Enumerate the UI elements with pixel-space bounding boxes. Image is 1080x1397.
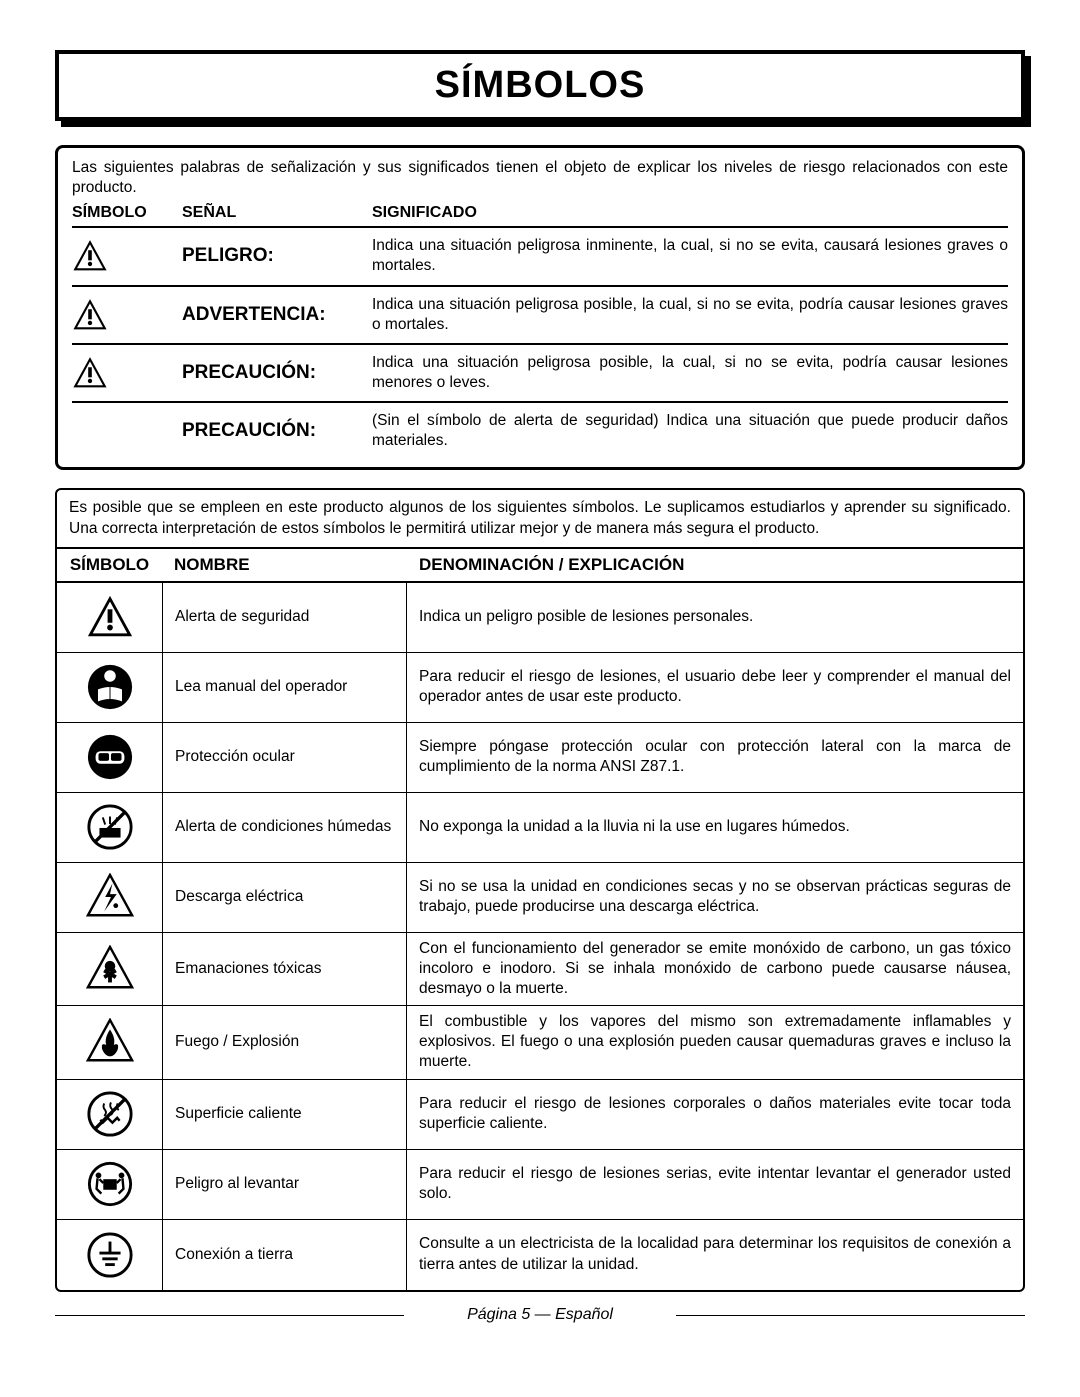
- symbols-header-name: NOMBRE: [162, 549, 407, 581]
- signal-header-signal: SEÑAL: [182, 204, 372, 222]
- symbol-row-name: Emanaciones tóxicas: [162, 933, 407, 1005]
- signal-row: PRECAUCIÓN: Indica una situación peligro…: [72, 345, 1008, 403]
- symbol-row-desc: Para reducir el riesgo de lesiones, el u…: [407, 653, 1023, 722]
- symbol-row-name: Protección ocular: [162, 723, 407, 792]
- signal-row: PRECAUCIÓN: (Sin el símbolo de alerta de…: [72, 403, 1008, 459]
- symbol-row-desc: Consulte a un electricista de la localid…: [407, 1220, 1023, 1290]
- symbol-row: Protección ocular Siempre póngase protec…: [57, 723, 1023, 793]
- signal-row: ADVERTENCIA: Indica una situación peligr…: [72, 287, 1008, 345]
- lifting-hazard-icon: [86, 1160, 134, 1208]
- symbols-header-row: SÍMBOLO NOMBRE DENOMINACIÓN / EXPLICACIÓ…: [57, 547, 1023, 583]
- symbol-row-icon: [57, 867, 162, 927]
- wet-conditions-icon: [86, 803, 134, 851]
- signal-row-meaning: Indica una situación peligrosa inminente…: [372, 236, 1008, 276]
- symbol-row-name: Fuego / Explosión: [162, 1006, 407, 1078]
- fire-icon: [86, 1018, 134, 1066]
- symbol-row-name: Lea manual del operador: [162, 653, 407, 722]
- symbol-row-icon: [57, 587, 162, 647]
- signal-header-meaning: SIGNIFICADO: [372, 204, 1008, 222]
- symbol-row-desc: Indica un peligro posible de lesiones pe…: [407, 583, 1023, 652]
- symbol-row-name: Superficie caliente: [162, 1080, 407, 1149]
- page-title: SÍMBOLOS: [59, 64, 1021, 107]
- symbols-header-desc: DENOMINACIÓN / EXPLICACIÓN: [407, 549, 1023, 581]
- symbol-row-icon: [57, 1225, 162, 1285]
- signal-row-label: PRECAUCIÓN:: [182, 362, 372, 384]
- eye-protection-icon: [86, 733, 134, 781]
- electric-shock-icon: [86, 873, 134, 921]
- symbol-row-icon: [57, 1154, 162, 1214]
- symbol-row-desc: Para reducir el riesgo de lesiones seria…: [407, 1150, 1023, 1219]
- symbol-row: Alerta de condiciones húmedas No exponga…: [57, 793, 1023, 863]
- symbol-row: Descarga eléctrica Si no se usa la unida…: [57, 863, 1023, 933]
- signal-row-meaning: Indica una situación peligrosa posible, …: [372, 295, 1008, 335]
- symbol-row-desc: El combustible y los vapores del mismo s…: [407, 1006, 1023, 1078]
- signal-row-label: ADVERTENCIA:: [182, 304, 372, 326]
- toxic-fumes-icon: [86, 945, 134, 993]
- symbol-row: Lea manual del operador Para reducir el …: [57, 653, 1023, 723]
- symbol-row-desc: Siempre póngase protección ocular con pr…: [407, 723, 1023, 792]
- symbol-row-name: Alerta de condiciones húmedas: [162, 793, 407, 862]
- symbol-row-icon: [57, 797, 162, 857]
- signal-words-box: Las siguientes palabras de señalización …: [55, 145, 1025, 470]
- signal-row: PELIGRO: Indica una situación peligrosa …: [72, 228, 1008, 286]
- alert-icon: [86, 593, 134, 641]
- page-footer: Página 5 — Español: [55, 1306, 1025, 1324]
- symbol-row: Conexión a tierra Consulte a un electric…: [57, 1220, 1023, 1290]
- ground-icon: [86, 1231, 134, 1279]
- symbol-row: Fuego / Explosión El combustible y los v…: [57, 1006, 1023, 1079]
- signal-row-icon: [72, 297, 182, 333]
- alert-icon: [72, 355, 108, 391]
- symbol-row-name: Peligro al levantar: [162, 1150, 407, 1219]
- symbol-row: Alerta de seguridad Indica un peligro po…: [57, 583, 1023, 653]
- hot-surface-icon: [86, 1090, 134, 1138]
- symbol-row-name: Descarga eléctrica: [162, 863, 407, 932]
- symbol-row-icon: [57, 657, 162, 717]
- signal-row-meaning: (Sin el símbolo de alerta de seguridad) …: [372, 411, 1008, 451]
- alert-icon: [72, 238, 108, 274]
- symbol-row-desc: Para reducir el riesgo de lesiones corpo…: [407, 1080, 1023, 1149]
- symbol-row-desc: No exponga la unidad a la lluvia ni la u…: [407, 793, 1023, 862]
- symbol-row-name: Alerta de seguridad: [162, 583, 407, 652]
- page-title-box: SÍMBOLOS: [55, 50, 1025, 121]
- symbol-row-icon: [57, 1012, 162, 1072]
- symbol-row-desc: Con el funcionamiento del generador se e…: [407, 933, 1023, 1005]
- symbols-header-symbol: SÍMBOLO: [57, 549, 162, 581]
- signal-intro: Las siguientes palabras de señalización …: [72, 158, 1008, 198]
- symbol-row-icon: [57, 1084, 162, 1144]
- symbols-box: Es posible que se empleen en este produc…: [55, 488, 1025, 1291]
- symbol-row: Emanaciones tóxicas Con el funcionamient…: [57, 933, 1023, 1006]
- symbol-row: Superficie caliente Para reducir el ries…: [57, 1080, 1023, 1150]
- signal-header-symbol: SÍMBOLO: [72, 204, 182, 222]
- alert-icon: [72, 297, 108, 333]
- symbol-row-icon: [57, 939, 162, 999]
- symbol-row: Peligro al levantar Para reducir el ries…: [57, 1150, 1023, 1220]
- symbol-row-name: Conexión a tierra: [162, 1220, 407, 1290]
- signal-row-meaning: Indica una situación peligrosa posible, …: [372, 353, 1008, 393]
- symbol-row-desc: Si no se usa la unidad en condiciones se…: [407, 863, 1023, 932]
- signal-header-row: SÍMBOLO SEÑAL SIGNIFICADO: [72, 204, 1008, 228]
- signal-row-label: PELIGRO:: [182, 245, 372, 267]
- signal-row-label: PRECAUCIÓN:: [182, 420, 372, 442]
- signal-row-icon: [72, 355, 182, 391]
- symbol-row-icon: [57, 727, 162, 787]
- symbols-intro: Es posible que se empleen en este produc…: [57, 490, 1023, 546]
- read-manual-icon: [86, 663, 134, 711]
- signal-row-icon: [72, 238, 182, 274]
